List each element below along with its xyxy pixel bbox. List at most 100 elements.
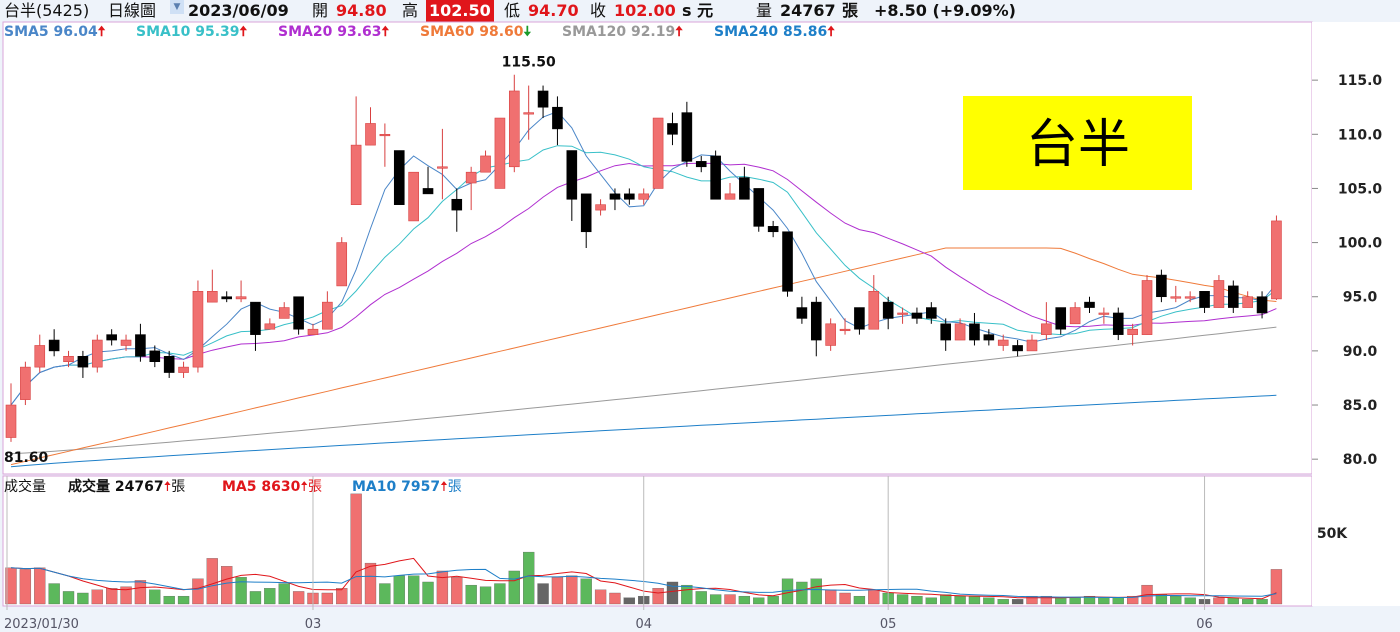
candle bbox=[1141, 275, 1153, 335]
candle-body bbox=[695, 161, 707, 168]
candle-body bbox=[451, 198, 463, 211]
candle bbox=[926, 302, 937, 324]
candle bbox=[552, 96, 563, 146]
ma-legend-item: SMA60 98.60🠇 bbox=[420, 23, 531, 41]
candle bbox=[1184, 291, 1196, 303]
candle-body bbox=[1026, 339, 1038, 352]
up-arrow-icon: 🠅 bbox=[827, 24, 835, 40]
candle bbox=[897, 307, 908, 324]
candle-body bbox=[940, 323, 952, 341]
volume-bar bbox=[379, 583, 391, 605]
volume-bar bbox=[91, 589, 103, 605]
ma-legend-label: SMA20 93.63 bbox=[278, 24, 382, 40]
candle-body bbox=[997, 339, 1009, 346]
up-arrow-icon: 🠅 bbox=[97, 24, 106, 40]
candle bbox=[1213, 275, 1225, 308]
volume-bar bbox=[1242, 599, 1254, 605]
change-value: +8.50 (+9.09%) bbox=[874, 1, 1016, 20]
candle bbox=[178, 361, 189, 378]
period-selector[interactable]: 日線圖 bbox=[108, 0, 156, 22]
sma120-line bbox=[10, 326, 1277, 455]
candle bbox=[710, 150, 721, 200]
volume-bar bbox=[709, 594, 722, 605]
candle bbox=[149, 345, 161, 368]
candle-body bbox=[163, 355, 175, 373]
volume-bar bbox=[738, 595, 751, 605]
stock-name[interactable]: 台半(5425) bbox=[4, 1, 90, 20]
volume-bar bbox=[940, 594, 952, 605]
candle bbox=[365, 107, 376, 146]
volume-bar bbox=[1083, 595, 1096, 605]
volume-bar bbox=[810, 578, 822, 605]
volume-bar bbox=[1040, 595, 1053, 605]
candle bbox=[695, 155, 707, 173]
candle bbox=[63, 350, 74, 368]
candle-body bbox=[854, 307, 865, 330]
up-arrow-icon: 🠅 bbox=[381, 24, 390, 40]
volume-bar bbox=[106, 588, 118, 605]
volume-bar bbox=[134, 580, 147, 605]
volume-bar bbox=[77, 592, 89, 605]
volume-legend-vol-text: 成交量 24767 bbox=[68, 479, 164, 495]
candle-body bbox=[34, 345, 46, 368]
candle-body bbox=[897, 312, 908, 315]
volume-label: 量 bbox=[756, 1, 773, 20]
candle-body bbox=[480, 155, 491, 173]
volume-legend-ma10-unit: 張 bbox=[447, 479, 462, 495]
up-arrow-icon: 🠅 bbox=[163, 479, 172, 495]
volume-bar bbox=[925, 597, 937, 605]
candle bbox=[480, 150, 491, 173]
volume-bar bbox=[753, 597, 765, 605]
volume-bar bbox=[896, 594, 909, 605]
candle bbox=[235, 280, 247, 303]
stock-title-text: 台半 bbox=[1026, 115, 1130, 175]
candle-body bbox=[1213, 280, 1225, 308]
ma-legend-item: SMA20 93.63🠅 bbox=[278, 23, 389, 41]
volume-legend-ma5-unit: 張 bbox=[308, 479, 323, 495]
candle bbox=[34, 334, 46, 373]
candle-body bbox=[63, 355, 74, 363]
candle-body bbox=[264, 323, 276, 330]
candle-body bbox=[250, 301, 261, 335]
volume-unit: 張 bbox=[842, 1, 859, 20]
candle bbox=[825, 318, 836, 351]
close-label: 收 bbox=[590, 1, 607, 20]
candle bbox=[1156, 269, 1167, 303]
candle-body bbox=[710, 155, 721, 200]
candle bbox=[652, 117, 664, 189]
volume-bar bbox=[839, 592, 851, 605]
candle bbox=[537, 85, 549, 119]
candle bbox=[595, 199, 606, 216]
candle-body bbox=[739, 177, 750, 200]
volume-tick-label: 50K bbox=[1317, 526, 1348, 542]
candle-body bbox=[638, 193, 650, 200]
ma-legend-item: SMA240 85.86🠅 bbox=[714, 23, 835, 41]
sma240-line bbox=[10, 394, 1277, 468]
candle-body bbox=[77, 355, 89, 368]
candle-body bbox=[1012, 345, 1023, 352]
candle-body bbox=[307, 328, 319, 335]
candle bbox=[278, 302, 290, 319]
candle bbox=[508, 74, 520, 173]
candle bbox=[782, 231, 793, 297]
x-tick-label: 03 bbox=[305, 617, 322, 632]
candle bbox=[609, 188, 621, 211]
price-tick-label: 115.0 bbox=[1338, 73, 1383, 89]
candle bbox=[135, 323, 146, 362]
candle-body bbox=[566, 150, 578, 200]
candle-body bbox=[1141, 280, 1153, 335]
volume-bar bbox=[278, 583, 290, 605]
volume-bar bbox=[609, 592, 621, 605]
chevron-down-icon: ▼ bbox=[170, 0, 184, 14]
candle-body bbox=[1069, 307, 1081, 325]
stock-title-overlay: 台半 bbox=[963, 96, 1192, 190]
candle bbox=[1242, 291, 1253, 308]
candle-body bbox=[393, 150, 405, 205]
candle bbox=[1271, 215, 1282, 300]
volume-bar bbox=[62, 591, 75, 605]
volume-bar bbox=[652, 588, 664, 605]
candle bbox=[810, 296, 822, 357]
volume-bar bbox=[364, 562, 377, 605]
candle bbox=[868, 275, 880, 330]
